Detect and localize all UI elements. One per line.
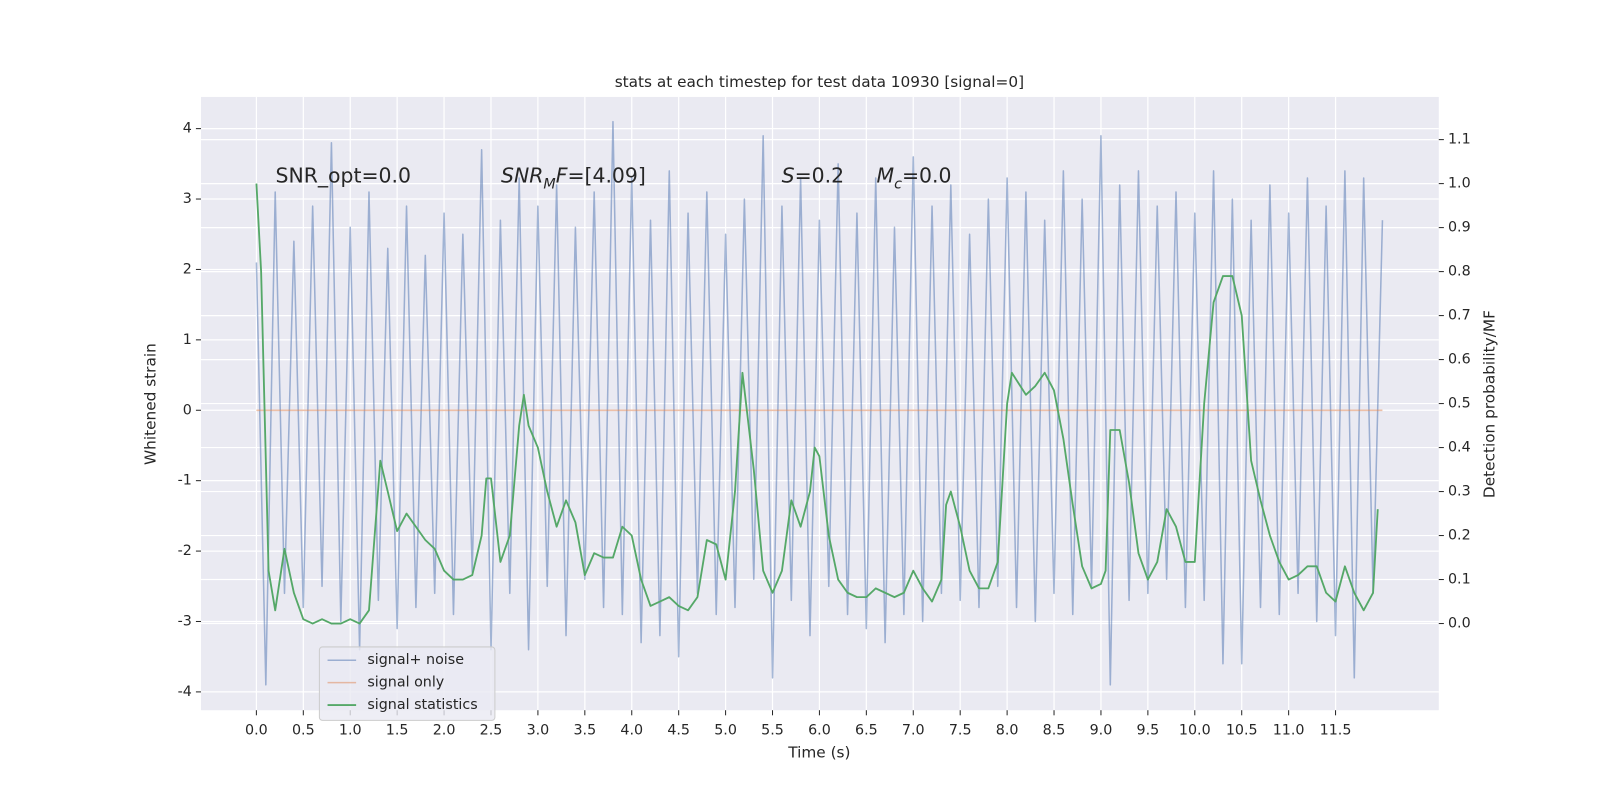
annotation-part: SNR_opt=0.0 — [276, 164, 412, 189]
x-tick-label: 4.0 — [620, 723, 643, 739]
y2-tick-label: 0.9 — [1448, 220, 1471, 236]
chart-title: stats at each timestep for test data 109… — [615, 73, 1024, 91]
x-tick-label: 1.0 — [339, 723, 362, 739]
y2-tick-label: 0.4 — [1448, 440, 1471, 456]
annotation-part: SNR — [501, 164, 543, 188]
x-tick-label: 7.5 — [949, 723, 972, 739]
x-axis-label: Time (s) — [787, 744, 850, 762]
x-tick-label: 5.5 — [761, 723, 784, 739]
legend-box — [318, 646, 496, 721]
y-tick-label: 3 — [183, 191, 192, 207]
y2-tick-label: 0.7 — [1448, 308, 1471, 324]
y2-tick-label: 0.5 — [1448, 396, 1471, 412]
annotation-part: M — [543, 177, 555, 193]
y2-tick-label: 1.0 — [1448, 176, 1471, 192]
x-tick-label: 8.0 — [996, 723, 1019, 739]
legend: signal+ noise signal only signal statistic… — [318, 646, 496, 721]
series-line — [255, 183, 1379, 625]
y-tick-label: -3 — [178, 613, 192, 629]
annotation-part: c — [894, 177, 902, 193]
y2-tick-label: 0.3 — [1448, 484, 1471, 500]
x-tick-label: 11.5 — [1320, 723, 1352, 739]
annotation-part: =0.0 — [902, 164, 952, 188]
y-tick-label: 2 — [183, 261, 192, 277]
y-tick-label: 0 — [183, 402, 192, 418]
y2-tick-label: 0.1 — [1448, 572, 1471, 588]
y2-tick-label: 0.2 — [1448, 528, 1471, 544]
series-line — [255, 120, 1384, 686]
y-tick-label: 1 — [183, 332, 192, 348]
x-tick-label: 2.5 — [480, 723, 503, 739]
annotation-part: S — [782, 164, 795, 188]
x-tick-label: 5.0 — [714, 723, 737, 739]
annotation: SNR_opt=0.0 — [276, 164, 412, 189]
x-tick-label: 6.5 — [855, 723, 878, 739]
x-tick-label: 9.5 — [1137, 723, 1160, 739]
annotation-part: F — [556, 164, 568, 188]
y2-tick-label: 1.1 — [1448, 132, 1471, 148]
annotation: Mc=0.0 — [877, 164, 952, 193]
annotation-part: =[4.09] — [567, 164, 645, 188]
x-tick-label: 4.5 — [667, 723, 690, 739]
x-tick-label: 8.5 — [1043, 723, 1066, 739]
x-tick-label: 3.0 — [527, 723, 550, 739]
y-tick-label: -4 — [178, 684, 192, 700]
y2-axis-label: Detection probability/MF — [1480, 310, 1498, 498]
x-tick-label: 2.0 — [433, 723, 456, 739]
x-tick-label: 9.0 — [1090, 723, 1113, 739]
x-tick-label: 10.5 — [1226, 723, 1258, 739]
legend-label: signal+ noise — [367, 652, 464, 668]
annotation-part: M — [877, 164, 895, 188]
x-tick-label: 3.5 — [573, 723, 596, 739]
x-tick-label: 6.0 — [808, 723, 831, 739]
y-axis-label: Whitened strain — [142, 343, 160, 465]
y2-tick-label: 0.0 — [1448, 616, 1471, 632]
x-tick-label: 11.0 — [1273, 723, 1305, 739]
y-tick-label: 4 — [183, 121, 192, 137]
annotation: S=0.2 — [782, 164, 844, 188]
y2-tick-label: 0.8 — [1448, 264, 1471, 280]
y-tick-label: -1 — [178, 473, 192, 489]
x-tick-label: 0.5 — [292, 723, 315, 739]
annotation: SNRMF=[4.09] — [501, 164, 646, 193]
y-tick-label: -2 — [178, 543, 192, 559]
x-tick-label: 7.0 — [902, 723, 925, 739]
x-tick-label: 1.5 — [386, 723, 409, 739]
annotation-part: =0.2 — [795, 164, 845, 188]
legend-label: signal only — [367, 675, 444, 691]
y2-tick-label: 0.6 — [1448, 352, 1471, 368]
x-tick-label: 0.0 — [245, 723, 268, 739]
x-tick-label: 10.0 — [1179, 723, 1211, 739]
legend-label: signal statistics — [367, 697, 477, 713]
